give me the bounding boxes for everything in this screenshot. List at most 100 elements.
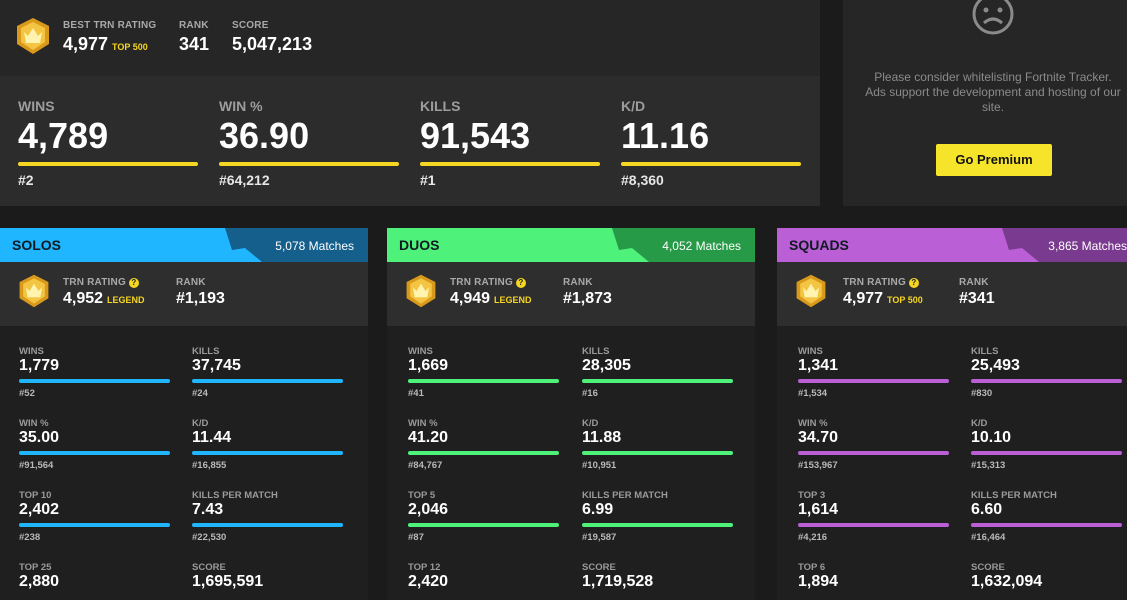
stat-label: K/D <box>582 418 599 429</box>
stat-label: KILLS PER MATCH <box>192 490 278 501</box>
help-icon[interactable]: ? <box>515 278 526 288</box>
stat-rank: #4,216 <box>798 532 828 543</box>
lifetime-stats: WINS 4,789 #2 WIN % 36.90 #64,212 KILLS … <box>0 76 820 206</box>
lifetime-stat-rank: #1 <box>420 172 436 188</box>
score-label: SCORE <box>232 20 269 31</box>
legend-badge-icon <box>19 274 49 308</box>
mode-rank-label: RANK <box>563 277 593 288</box>
stat-top-a: TOP 10 2,402 #238 <box>19 490 170 543</box>
stat-kills: KILLS 25,493 #830 <box>971 346 1122 399</box>
stat-bar <box>971 523 1122 527</box>
mode-matches: 5,078 Matches <box>275 239 354 253</box>
stat-label: SCORE <box>971 562 1005 573</box>
stat-bar <box>582 523 733 527</box>
stat-value: 2,420 <box>408 573 449 590</box>
lifetime-stat-value: 91,543 <box>420 115 531 156</box>
mode-rating-label-text: TRN RATING <box>450 277 513 288</box>
mode-rating: TRN RATING ? 4,949 LEGEND RANK #1,873 <box>387 262 755 326</box>
stat-win-pct: WIN % 41.20 #84,767 <box>408 418 559 471</box>
stat-label: KILLS <box>192 346 220 357</box>
stat-bar <box>192 379 343 383</box>
mode-rating-value-row: 4,949 LEGEND <box>450 290 532 308</box>
stat-top-a: TOP 3 1,614 #4,216 <box>798 490 949 543</box>
best-rating-label: BEST TRN RATING <box>63 20 157 31</box>
stat-rank: #16,464 <box>971 532 1006 543</box>
stat-value: 2,046 <box>408 501 449 518</box>
stat-score: SCORE 1,719,528 <box>582 562 733 591</box>
stat-value: 41.20 <box>408 429 449 446</box>
help-icon[interactable]: ? <box>128 278 139 288</box>
stat-label: KILLS <box>582 346 610 357</box>
lifetime-stat-win-pct: WIN % 36.90 #64,212 <box>219 98 399 188</box>
ad-message-line: Please consider whitelisting Fortnite Tr… <box>874 70 1112 84</box>
stat-top-b: TOP 6 1,894 <box>798 562 949 591</box>
stat-label: SCORE <box>582 562 616 573</box>
stat-rank: #84,767 <box>408 460 443 471</box>
stat-rank: #19,587 <box>582 532 617 543</box>
stat-kd: K/D 10.10 #15,313 <box>971 418 1122 471</box>
stat-rank: #16 <box>582 388 598 399</box>
stat-value: 11.88 <box>582 429 622 446</box>
stat-value: 2,880 <box>19 573 60 590</box>
lifetime-stat-bar <box>219 162 399 166</box>
mode-rank-value: #1,873 <box>563 290 612 307</box>
stat-bar <box>408 451 559 455</box>
lifetime-stat-value: 11.16 <box>621 115 710 156</box>
lifetime-stat-rank: #2 <box>18 172 34 188</box>
mode-title: SOLOS <box>12 237 62 253</box>
mode-rating-tag: LEGEND <box>494 295 532 305</box>
stat-rank: #238 <box>19 532 41 543</box>
stat-rank: #10,951 <box>582 460 617 471</box>
mode-rating-tag: LEGEND <box>107 295 145 305</box>
lifetime-stat-label: WINS <box>18 98 55 114</box>
stat-win-pct: WIN % 35.00 #91,564 <box>19 418 170 471</box>
stat-top-b: TOP 25 2,880 <box>19 562 170 591</box>
ad-message: Please consider whitelisting Fortnite Tr… <box>843 70 1127 115</box>
lifetime-stat-value: 4,789 <box>18 115 109 156</box>
stat-label: WIN % <box>19 418 49 429</box>
stat-rank: #15,313 <box>971 460 1006 471</box>
stat-value: 2,402 <box>19 501 60 518</box>
stat-rank: #87 <box>408 532 424 543</box>
stat-bar <box>19 523 170 527</box>
lifetime-stat-rank: #64,212 <box>219 172 270 188</box>
stat-value: 34.70 <box>798 429 839 446</box>
score-value: 5,047,213 <box>232 34 313 54</box>
ad-notice: Please consider whitelisting Fortnite Tr… <box>843 0 1127 206</box>
stat-label: KILLS <box>971 346 999 357</box>
stat-label: SCORE <box>192 562 226 573</box>
stat-wins: WINS 1,779 #52 <box>19 346 170 399</box>
stat-kd: K/D 11.44 #16,855 <box>192 418 343 471</box>
mode-rank-label: RANK <box>176 277 206 288</box>
stat-bar <box>798 379 949 383</box>
stat-value: 1,894 <box>798 573 839 590</box>
legend-badge-icon <box>406 274 436 308</box>
stat-label: WIN % <box>798 418 828 429</box>
stat-kills-per-match: KILLS PER MATCH 6.60 #16,464 <box>971 490 1122 543</box>
stat-kd: K/D 11.88 #10,951 <box>582 418 733 471</box>
overall-rank-label: RANK <box>179 20 209 31</box>
stat-rank: #24 <box>192 388 208 399</box>
overall-rank-value: 341 <box>179 34 210 54</box>
mode-rank-value: #341 <box>959 290 995 307</box>
go-premium-button[interactable]: Go Premium <box>936 144 1052 176</box>
stat-label: WINS <box>798 346 823 357</box>
mode-rating-value-row: 4,977 TOP 500 <box>843 290 923 308</box>
stat-rank: #52 <box>19 388 35 399</box>
lifetime-stat-wins: WINS 4,789 #2 <box>18 98 198 188</box>
help-icon[interactable]: ? <box>908 278 919 288</box>
mode-rating-label-text: TRN RATING <box>63 277 126 288</box>
mode-header-bg <box>0 228 368 262</box>
stat-rank: #16,855 <box>192 460 227 471</box>
stat-bar <box>408 379 559 383</box>
stat-bar <box>192 523 343 527</box>
mode-title: SQUADS <box>789 237 849 253</box>
lifetime-stat-label: KILLS <box>420 98 461 114</box>
mode-matches: 3,865 Matches <box>1048 239 1127 253</box>
stat-label: WINS <box>408 346 433 357</box>
stat-bar <box>19 451 170 455</box>
mode-rank-value: #1,193 <box>176 290 225 307</box>
stat-value: 1,779 <box>19 357 60 374</box>
mode-card-squads: SQUADS 3,865 Matches TRN RATING ? 4,977 T… <box>777 228 1127 600</box>
mode-rating-value: 4,952 <box>63 290 104 307</box>
